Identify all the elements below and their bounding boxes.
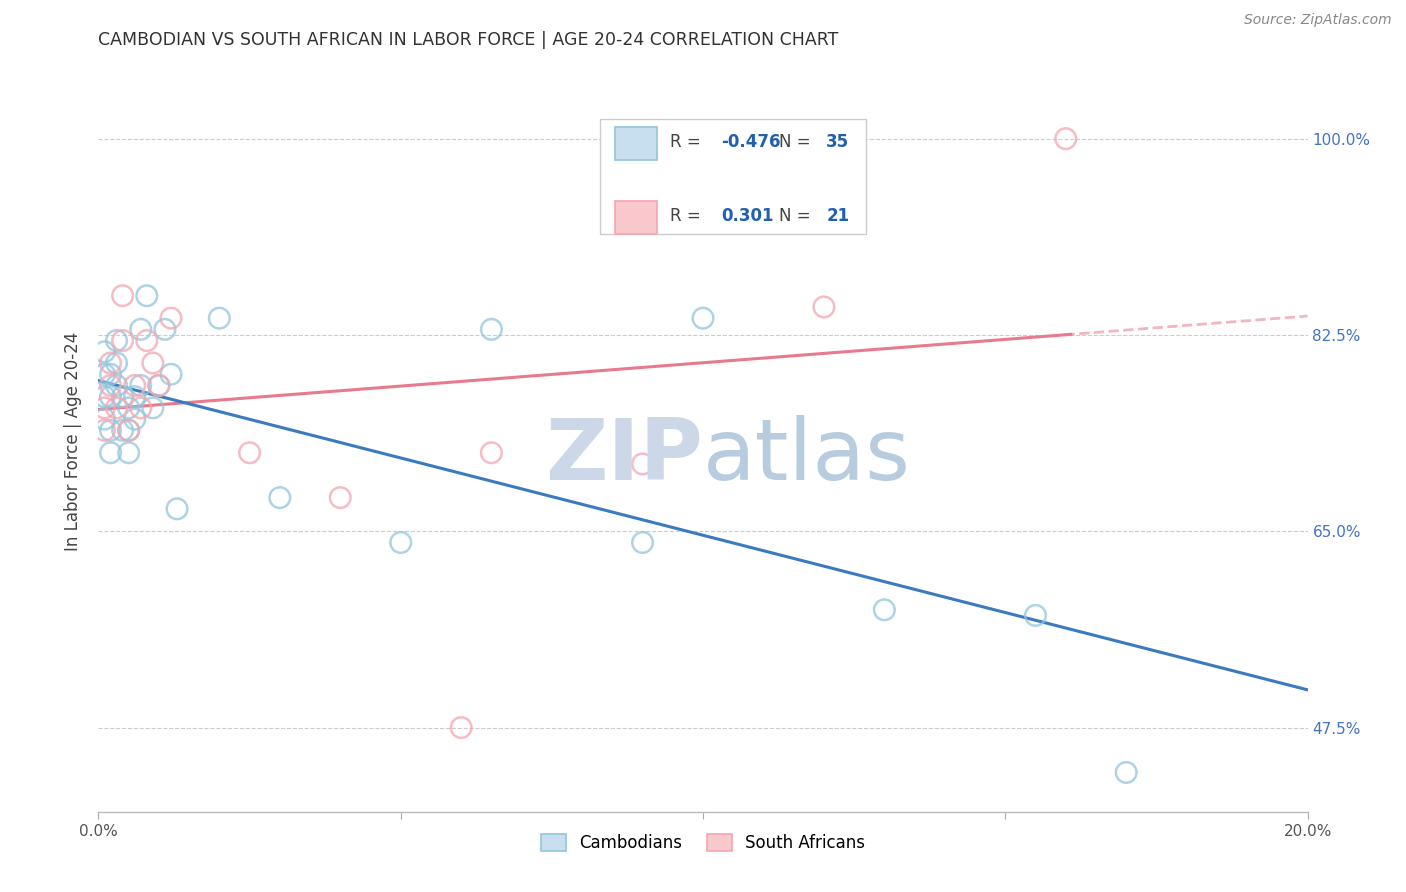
Text: R =: R = bbox=[671, 207, 711, 225]
Point bbox=[160, 368, 183, 382]
Point bbox=[124, 390, 146, 404]
Point bbox=[631, 457, 654, 471]
Point bbox=[118, 446, 141, 460]
Point bbox=[873, 603, 896, 617]
Point bbox=[481, 322, 503, 336]
Point bbox=[124, 412, 146, 426]
Point bbox=[166, 501, 188, 516]
Point bbox=[111, 289, 134, 303]
Text: atlas: atlas bbox=[703, 415, 911, 498]
Point bbox=[631, 535, 654, 549]
Point bbox=[1024, 608, 1046, 623]
Point bbox=[118, 423, 141, 437]
Text: 0.301: 0.301 bbox=[721, 207, 773, 225]
Point bbox=[129, 378, 152, 392]
FancyBboxPatch shape bbox=[600, 120, 866, 235]
Point bbox=[329, 491, 352, 505]
Point bbox=[93, 368, 115, 382]
Text: Source: ZipAtlas.com: Source: ZipAtlas.com bbox=[1244, 13, 1392, 28]
Point bbox=[105, 401, 128, 415]
Point bbox=[100, 368, 122, 382]
Point bbox=[813, 300, 835, 314]
Point bbox=[93, 401, 115, 415]
FancyBboxPatch shape bbox=[614, 127, 657, 161]
Point bbox=[142, 401, 165, 415]
Point bbox=[118, 401, 141, 415]
Point bbox=[239, 446, 262, 460]
Point bbox=[124, 378, 146, 392]
Point bbox=[692, 311, 714, 326]
Text: ZIP: ZIP bbox=[546, 415, 703, 498]
Point bbox=[93, 412, 115, 426]
Point bbox=[450, 721, 472, 735]
Point bbox=[129, 322, 152, 336]
Point bbox=[148, 378, 170, 392]
Text: 21: 21 bbox=[827, 207, 849, 225]
Text: N =: N = bbox=[779, 207, 815, 225]
Point bbox=[100, 390, 122, 404]
Y-axis label: In Labor Force | Age 20-24: In Labor Force | Age 20-24 bbox=[65, 332, 83, 551]
FancyBboxPatch shape bbox=[614, 201, 657, 235]
Point bbox=[105, 378, 128, 392]
Text: -0.476: -0.476 bbox=[721, 133, 780, 151]
Point bbox=[100, 378, 122, 392]
Point bbox=[142, 356, 165, 370]
Point bbox=[100, 446, 122, 460]
Point bbox=[208, 311, 231, 326]
Point bbox=[105, 356, 128, 370]
Point bbox=[1054, 131, 1077, 145]
Point bbox=[100, 356, 122, 370]
Point bbox=[105, 334, 128, 348]
Point bbox=[93, 423, 115, 437]
Point bbox=[160, 311, 183, 326]
Point bbox=[100, 423, 122, 437]
Point bbox=[135, 289, 157, 303]
Point bbox=[111, 334, 134, 348]
Point bbox=[93, 344, 115, 359]
Point bbox=[1115, 765, 1137, 780]
Text: 35: 35 bbox=[827, 133, 849, 151]
Point bbox=[118, 423, 141, 437]
Point bbox=[148, 378, 170, 392]
Text: CAMBODIAN VS SOUTH AFRICAN IN LABOR FORCE | AGE 20-24 CORRELATION CHART: CAMBODIAN VS SOUTH AFRICAN IN LABOR FORC… bbox=[98, 31, 839, 49]
Point bbox=[153, 322, 176, 336]
Point bbox=[135, 334, 157, 348]
Point bbox=[93, 390, 115, 404]
Text: R =: R = bbox=[671, 133, 706, 151]
Text: N =: N = bbox=[779, 133, 815, 151]
Point bbox=[389, 535, 412, 549]
Point bbox=[129, 401, 152, 415]
Point bbox=[111, 423, 134, 437]
Point bbox=[269, 491, 291, 505]
Point bbox=[481, 446, 503, 460]
Point bbox=[111, 390, 134, 404]
Legend: Cambodians, South Africans: Cambodians, South Africans bbox=[534, 828, 872, 859]
